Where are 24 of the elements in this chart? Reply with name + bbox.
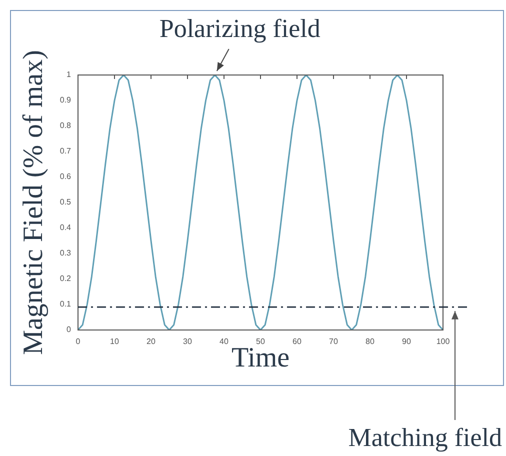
y-tick-label: 0.6 — [60, 172, 72, 182]
x-tick-label: 0 — [76, 337, 81, 346]
y-tick-label: 0.9 — [60, 96, 72, 105]
x-tick-label: 100 — [436, 337, 450, 346]
y-tick-label: 0.3 — [60, 248, 72, 258]
y-tick-label: 0.1 — [60, 300, 72, 309]
x-tick-label: 70 — [329, 337, 338, 346]
y-tick-label: 0.8 — [60, 121, 72, 130]
y-tick-label: 1 — [66, 70, 72, 80]
y-tick-label: 0.2 — [60, 274, 72, 284]
x-tick-label: 40 — [220, 337, 229, 346]
x-tick-label: 30 — [183, 337, 192, 346]
annotation: Polarizing field — [159, 14, 320, 43]
y-tick-label: 0.5 — [60, 198, 72, 207]
x-tick-label: 10 — [110, 337, 120, 346]
y-tick-label: 0.4 — [60, 223, 72, 232]
y-axis-title: Magnetic Field (% of max) — [18, 50, 50, 355]
x-tick-label: 20 — [146, 337, 156, 346]
x-tick-label: 80 — [366, 337, 375, 346]
ref-line-label: Matching field — [348, 422, 502, 452]
x-tick-label: 90 — [402, 337, 412, 346]
y-tick-label: 0 — [66, 325, 72, 334]
y-tick-label: 0.7 — [60, 146, 72, 156]
x-tick-label: 60 — [292, 337, 302, 346]
